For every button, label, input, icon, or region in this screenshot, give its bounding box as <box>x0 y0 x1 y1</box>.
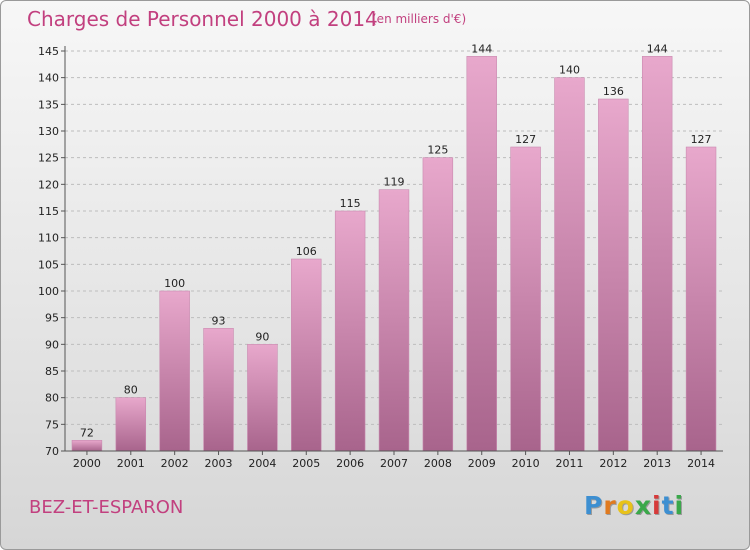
y-tick-label: 110 <box>38 232 59 245</box>
x-tick-label: 2000 <box>73 457 101 470</box>
data-label-2010: 127 <box>515 133 536 146</box>
data-label-2013: 144 <box>647 42 668 55</box>
bars <box>71 56 717 452</box>
logo-letter: P <box>584 491 604 520</box>
x-tick-label: 2007 <box>380 457 408 470</box>
x-tick-label: 2012 <box>599 457 627 470</box>
y-tick-label: 140 <box>38 72 59 85</box>
logo-letter: r <box>603 491 617 520</box>
bar-2004 <box>247 344 278 452</box>
logo-letter: x <box>634 491 652 520</box>
bar-2009 <box>466 56 497 452</box>
x-tick-label: 2003 <box>205 457 233 470</box>
data-label-2009: 144 <box>471 42 492 55</box>
y-tick-label: 120 <box>38 178 59 191</box>
y-tick-label: 130 <box>38 125 59 138</box>
logo-letter: i <box>674 491 685 520</box>
data-label-2011: 140 <box>559 64 580 77</box>
proxiti-logo[interactable]: Proxiti <box>584 491 684 520</box>
chart-title: Charges de Personnel 2000 à 2014 <box>27 7 378 31</box>
logo-letter: i <box>652 491 662 520</box>
y-tick-label: 125 <box>38 152 59 165</box>
bar-2001 <box>115 397 147 452</box>
y-tick-label: 135 <box>38 98 59 111</box>
x-tick-label: 2001 <box>117 457 145 470</box>
bar-2003 <box>203 328 234 452</box>
data-label-2006: 115 <box>340 197 361 210</box>
x-tick-label: 2009 <box>468 457 496 470</box>
y-axis: 70 75 80 85 90 95 100 105 110 115 120 125 130 135 140 1… <box>38 45 66 458</box>
y-tick-label: 70 <box>45 445 59 458</box>
bar-2008 <box>422 157 454 452</box>
data-label-2008: 125 <box>427 144 448 157</box>
y-tick-label: 95 <box>45 312 59 325</box>
x-tick-label: 2004 <box>248 457 276 470</box>
bar-2013 <box>641 56 673 452</box>
data-label-2003: 93 <box>212 314 226 327</box>
bar-2012 <box>598 98 629 452</box>
data-label-2002: 100 <box>164 277 185 290</box>
x-axis: 2000 2001 2002 2003 2004 2005 2006 2007 2008 2009… <box>65 450 723 470</box>
data-labels: 72 80 100 93 90 106 115 119 125 144 127 140 136 144 12… <box>80 42 712 439</box>
y-tick-label: 80 <box>45 392 59 405</box>
y-tick-label: 90 <box>45 338 59 351</box>
x-tick-label: 2006 <box>336 457 364 470</box>
bar-2005 <box>291 258 322 452</box>
x-tick-label: 2011 <box>555 457 583 470</box>
bar-chart: 70 75 80 85 90 95 100 105 110 115 120 125 130 135 140 1… <box>38 42 723 470</box>
data-label-2012: 136 <box>603 85 624 98</box>
data-label-2005: 106 <box>296 245 317 258</box>
y-tick-label: 145 <box>38 45 59 58</box>
chart-unit: (en milliers d'€) <box>372 12 467 26</box>
bar-2010 <box>510 146 541 452</box>
y-tick-label: 100 <box>38 285 59 298</box>
bar-2000 <box>71 440 103 452</box>
logo-letter: o <box>616 491 635 520</box>
data-label-2004: 90 <box>255 330 269 343</box>
x-tick-label: 2010 <box>512 457 540 470</box>
bar-2011 <box>554 77 585 452</box>
data-label-2014: 127 <box>691 133 712 146</box>
data-label-2007: 119 <box>384 176 405 189</box>
bar-2007 <box>378 189 410 452</box>
x-tick-label: 2014 <box>687 457 715 470</box>
bar-2014 <box>685 146 717 452</box>
logo-letter: t <box>661 491 675 520</box>
y-tick-label: 115 <box>38 205 59 218</box>
bar-2002 <box>159 290 190 452</box>
x-tick-label: 2002 <box>161 457 189 470</box>
y-tick-label: 85 <box>45 365 59 378</box>
x-tick-label: 2005 <box>292 457 320 470</box>
data-label-2000: 72 <box>80 426 94 439</box>
bar-2006 <box>334 210 366 452</box>
commune-name: BEZ-ET-ESPARON <box>29 497 184 518</box>
y-tick-label: 105 <box>38 258 59 271</box>
y-tick-label: 75 <box>45 418 59 431</box>
data-label-2001: 80 <box>124 384 138 397</box>
x-tick-label: 2008 <box>424 457 452 470</box>
x-tick-label: 2013 <box>643 457 671 470</box>
